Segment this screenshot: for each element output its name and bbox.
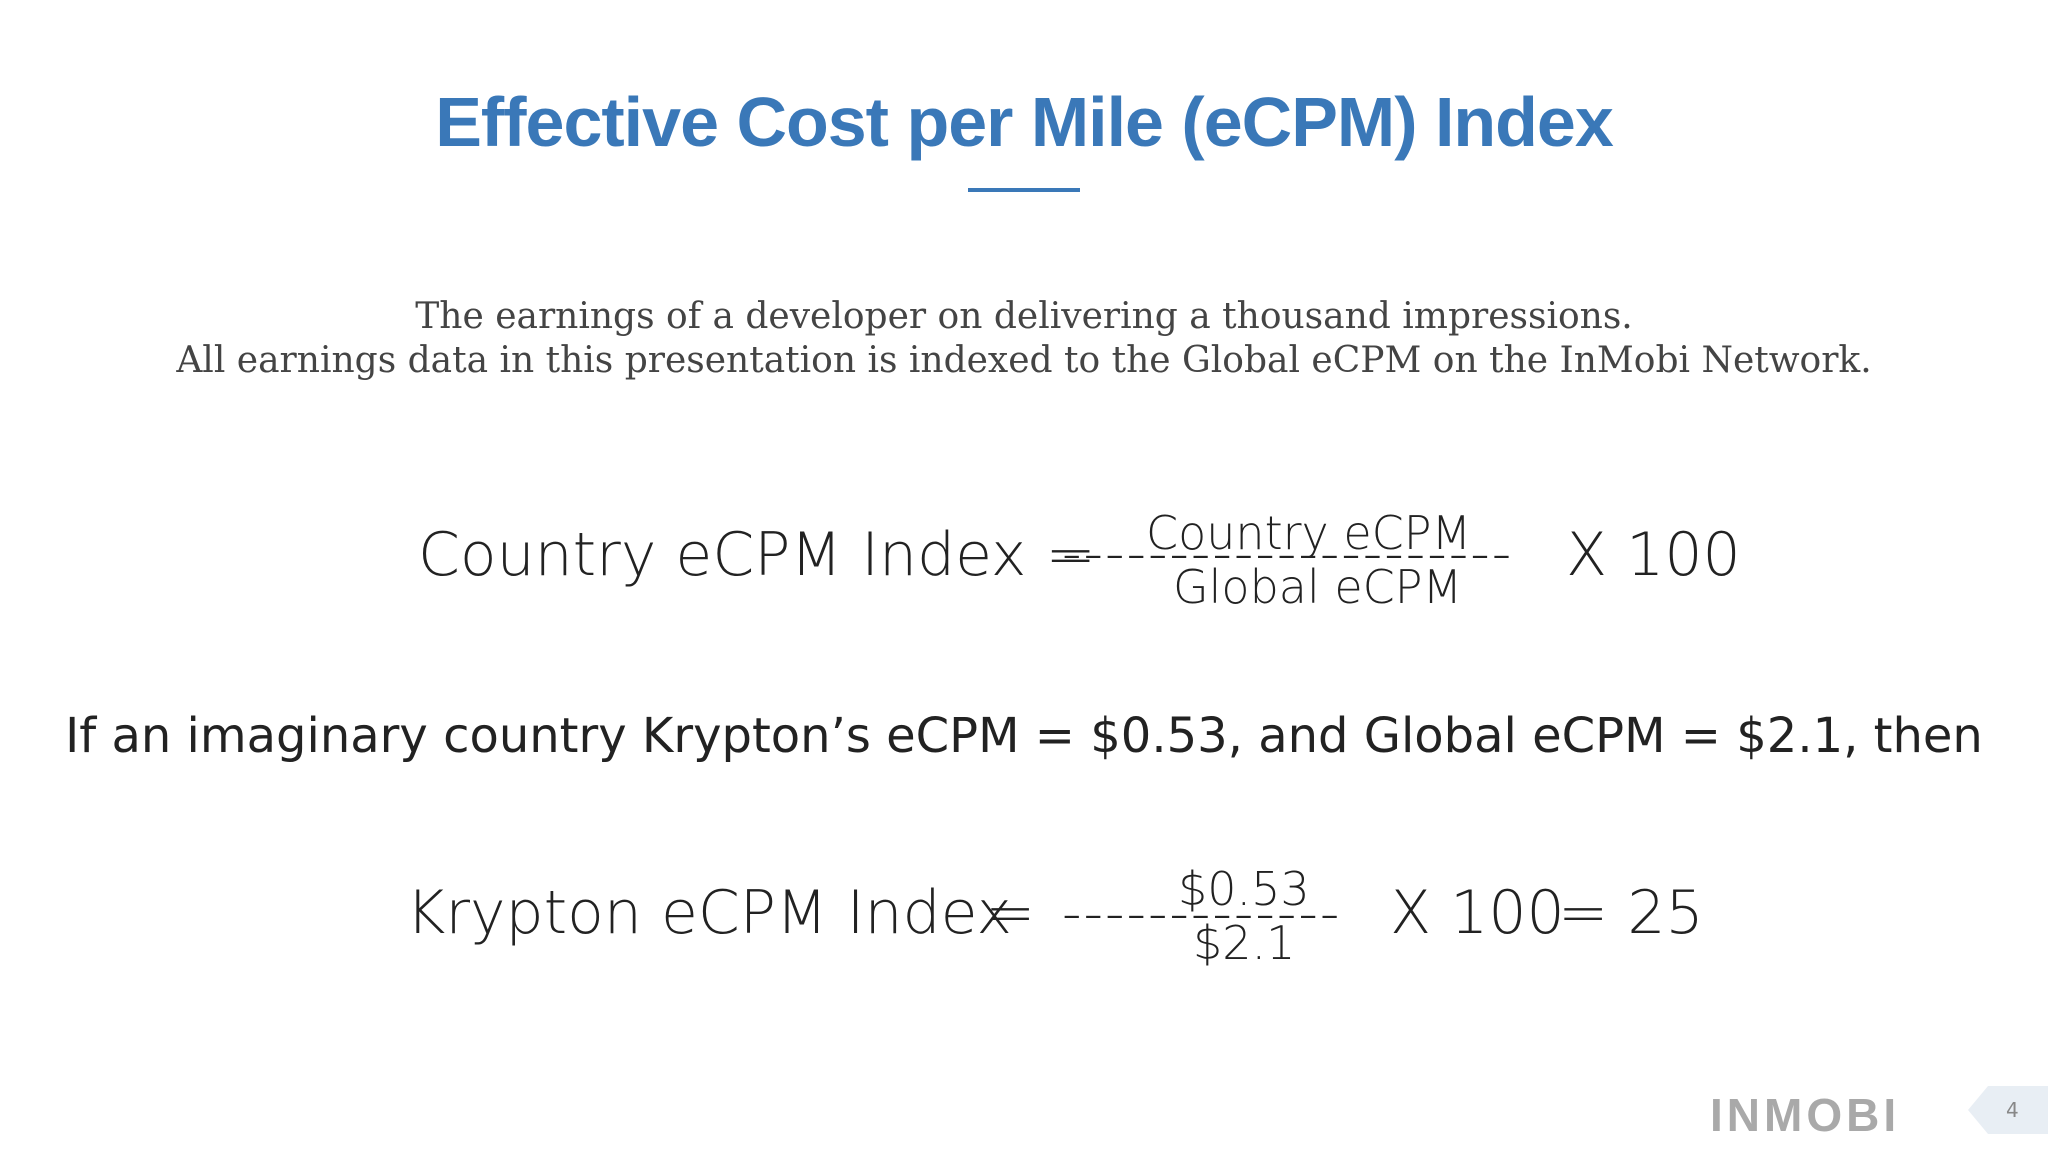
calculation-denominator: $2.1 bbox=[1193, 916, 1296, 970]
formula-numerator: Country eCPM bbox=[1146, 506, 1472, 560]
formula-multiplier: X 100 bbox=[1566, 520, 1741, 590]
formula-fraction-bar: --------------------- bbox=[1062, 522, 1514, 585]
example-text: If an imaginary country Krypton’s eCPM =… bbox=[65, 708, 1983, 764]
calculation-fraction-bar: ------------- bbox=[1062, 882, 1342, 945]
page-tab-icon bbox=[1968, 1086, 2048, 1134]
calculation-equals: = bbox=[985, 878, 1036, 948]
calculation-result: = 25 bbox=[1558, 878, 1704, 948]
subtitle-line-2: All earnings data in this presentation i… bbox=[176, 340, 1872, 381]
inmobi-logo: INMOBI bbox=[1710, 1089, 1901, 1141]
calculation-lhs: Krypton eCPM Index bbox=[406, 878, 1012, 948]
formula-lhs: Country eCPM Index = bbox=[418, 520, 1096, 590]
formula-denominator: Global eCPM bbox=[1173, 560, 1463, 614]
calculation-numerator: $0.53 bbox=[1178, 862, 1310, 916]
page-number: 4 bbox=[2006, 1098, 2019, 1122]
title-underline bbox=[968, 188, 1080, 192]
calculation-multiplier: X 100 bbox=[1390, 878, 1565, 948]
slide-title: Effective Cost per Mile (eCPM) Index bbox=[435, 83, 1614, 161]
subtitle-line-1: The earnings of a developer on deliverin… bbox=[415, 296, 1633, 337]
